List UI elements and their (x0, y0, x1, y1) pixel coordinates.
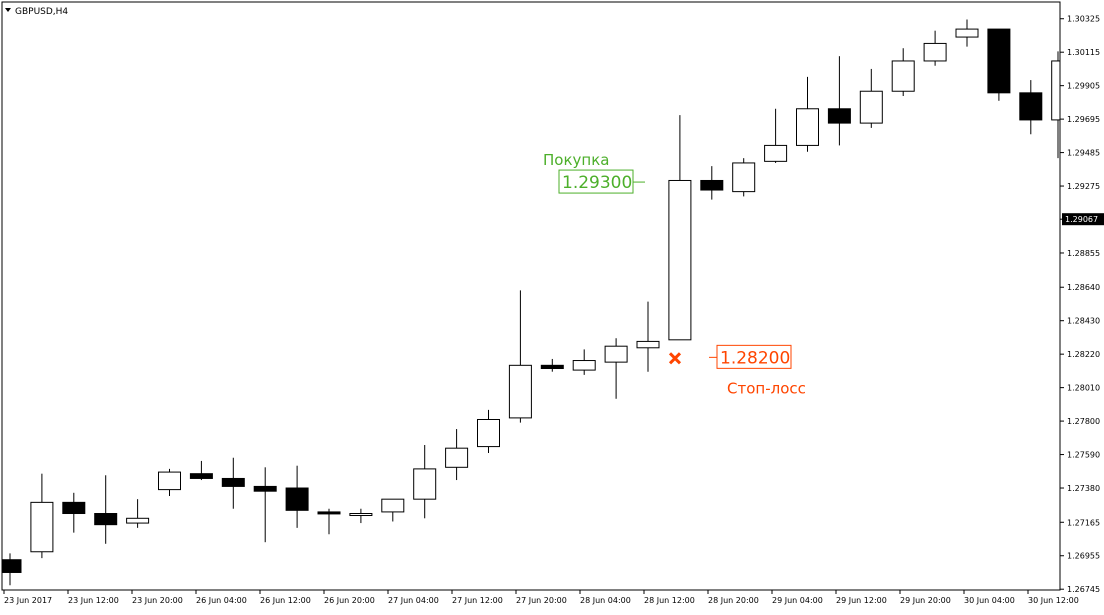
bear-candle (700, 179, 724, 191)
stop-price-box (716, 344, 792, 369)
bull-candle (158, 471, 181, 491)
bull-candle (381, 498, 405, 513)
bear-candle (221, 477, 245, 487)
current-price-label: 1.29067 (1065, 215, 1098, 224)
y-tick-label: 1.28220 (1067, 350, 1100, 359)
bull-candle (30, 501, 54, 553)
bull-candle (445, 447, 469, 468)
buy-label: Покупка (543, 151, 609, 169)
y-tick-label: 1.26745 (1067, 585, 1100, 594)
y-tick-label: 1.29905 (1067, 82, 1100, 91)
y-tick-label: 1.30115 (1067, 48, 1100, 57)
x-tick-label: 29 Jun 12:00 (836, 596, 887, 605)
x-tick-label: 26 Jun 12:00 (260, 596, 311, 605)
bull-candle (923, 42, 947, 62)
bear-candle (285, 487, 309, 511)
bear-candle (94, 513, 118, 526)
x-tick-label: 23 Jun 20:00 (132, 596, 183, 605)
bear-candle (540, 364, 564, 370)
bull-candle (413, 468, 437, 500)
y-tick-label: 1.27380 (1067, 484, 1100, 493)
cross-icon (668, 352, 682, 365)
bull-candle (572, 360, 596, 371)
y-tick-label: 1.27590 (1067, 451, 1100, 460)
x-tick-label: 29 Jun 04:00 (772, 596, 823, 605)
y-tick-label: 1.29275 (1067, 182, 1100, 191)
x-tick-label: 28 Jun 12:00 (644, 596, 695, 605)
plot-area (1, 1, 1061, 591)
bull-candle (955, 28, 979, 38)
bear-candle (189, 473, 213, 479)
y-tick-label: 1.29485 (1067, 149, 1100, 158)
bear-candle (317, 511, 341, 515)
x-tick-label: 27 Jun 04:00 (388, 596, 439, 605)
current-price-tag (1062, 213, 1104, 226)
x-tick-label: 26 Jun 04:00 (196, 596, 247, 605)
chart-title: GBPUSD,H4 (15, 7, 68, 17)
x-tick-label: 23 Jun 2017 (4, 596, 52, 605)
y-tick-label: 1.29695 (1067, 115, 1100, 124)
bear-candle (987, 28, 1011, 94)
x-tick-label: 27 Jun 20:00 (516, 596, 567, 605)
bull-candle (126, 517, 150, 524)
bull-candle (796, 108, 819, 146)
bear-candle (827, 108, 851, 124)
y-tick-label: 1.28855 (1067, 249, 1100, 258)
x-tick-label: 30 Jun 04:00 (964, 596, 1015, 605)
stop-label: Стоп-лосс (727, 379, 806, 397)
buy-price-label: 1.29300 (562, 173, 632, 193)
bull-candle (668, 179, 692, 341)
x-tick-label: 28 Jun 04:00 (580, 596, 631, 605)
bull-candle (508, 364, 532, 419)
stop-price-label: 1.28200 (720, 348, 790, 368)
bull-candle (764, 144, 788, 162)
bull-candle (477, 418, 500, 448)
y-tick-label: 1.28640 (1067, 283, 1100, 292)
y-tick-label: 1.30325 (1067, 15, 1100, 24)
bull-candle (604, 345, 628, 363)
bear-candle (62, 501, 86, 515)
y-tick-label: 1.28010 (1067, 384, 1100, 393)
bull-candle (891, 60, 915, 92)
x-tick-label: 28 Jun 20:00 (708, 596, 759, 605)
y-tick-label: 1.27800 (1067, 417, 1100, 426)
x-tick-label: 23 Jun 12:00 (68, 596, 119, 605)
x-tick-label: 26 Jun 20:00 (324, 596, 375, 605)
x-tick-label: 30 Jun 12:00 (1028, 596, 1079, 605)
y-tick-label: 1.28430 (1067, 317, 1100, 326)
y-tick-label: 1.27165 (1067, 518, 1100, 527)
bear-candle (1019, 92, 1043, 121)
x-tick-label: 29 Jun 20:00 (900, 596, 951, 605)
bull-candle (1051, 60, 1061, 121)
bull-candle (732, 162, 756, 193)
bear-candle (253, 485, 277, 492)
bear-candle (1, 559, 22, 573)
bull-candle (859, 90, 883, 124)
bull-candle (349, 513, 373, 517)
x-tick-label: 27 Jun 12:00 (452, 596, 503, 605)
bull-candle (636, 340, 660, 349)
dropdown-icon[interactable] (5, 8, 11, 12)
y-tick-label: 1.26955 (1067, 552, 1100, 561)
